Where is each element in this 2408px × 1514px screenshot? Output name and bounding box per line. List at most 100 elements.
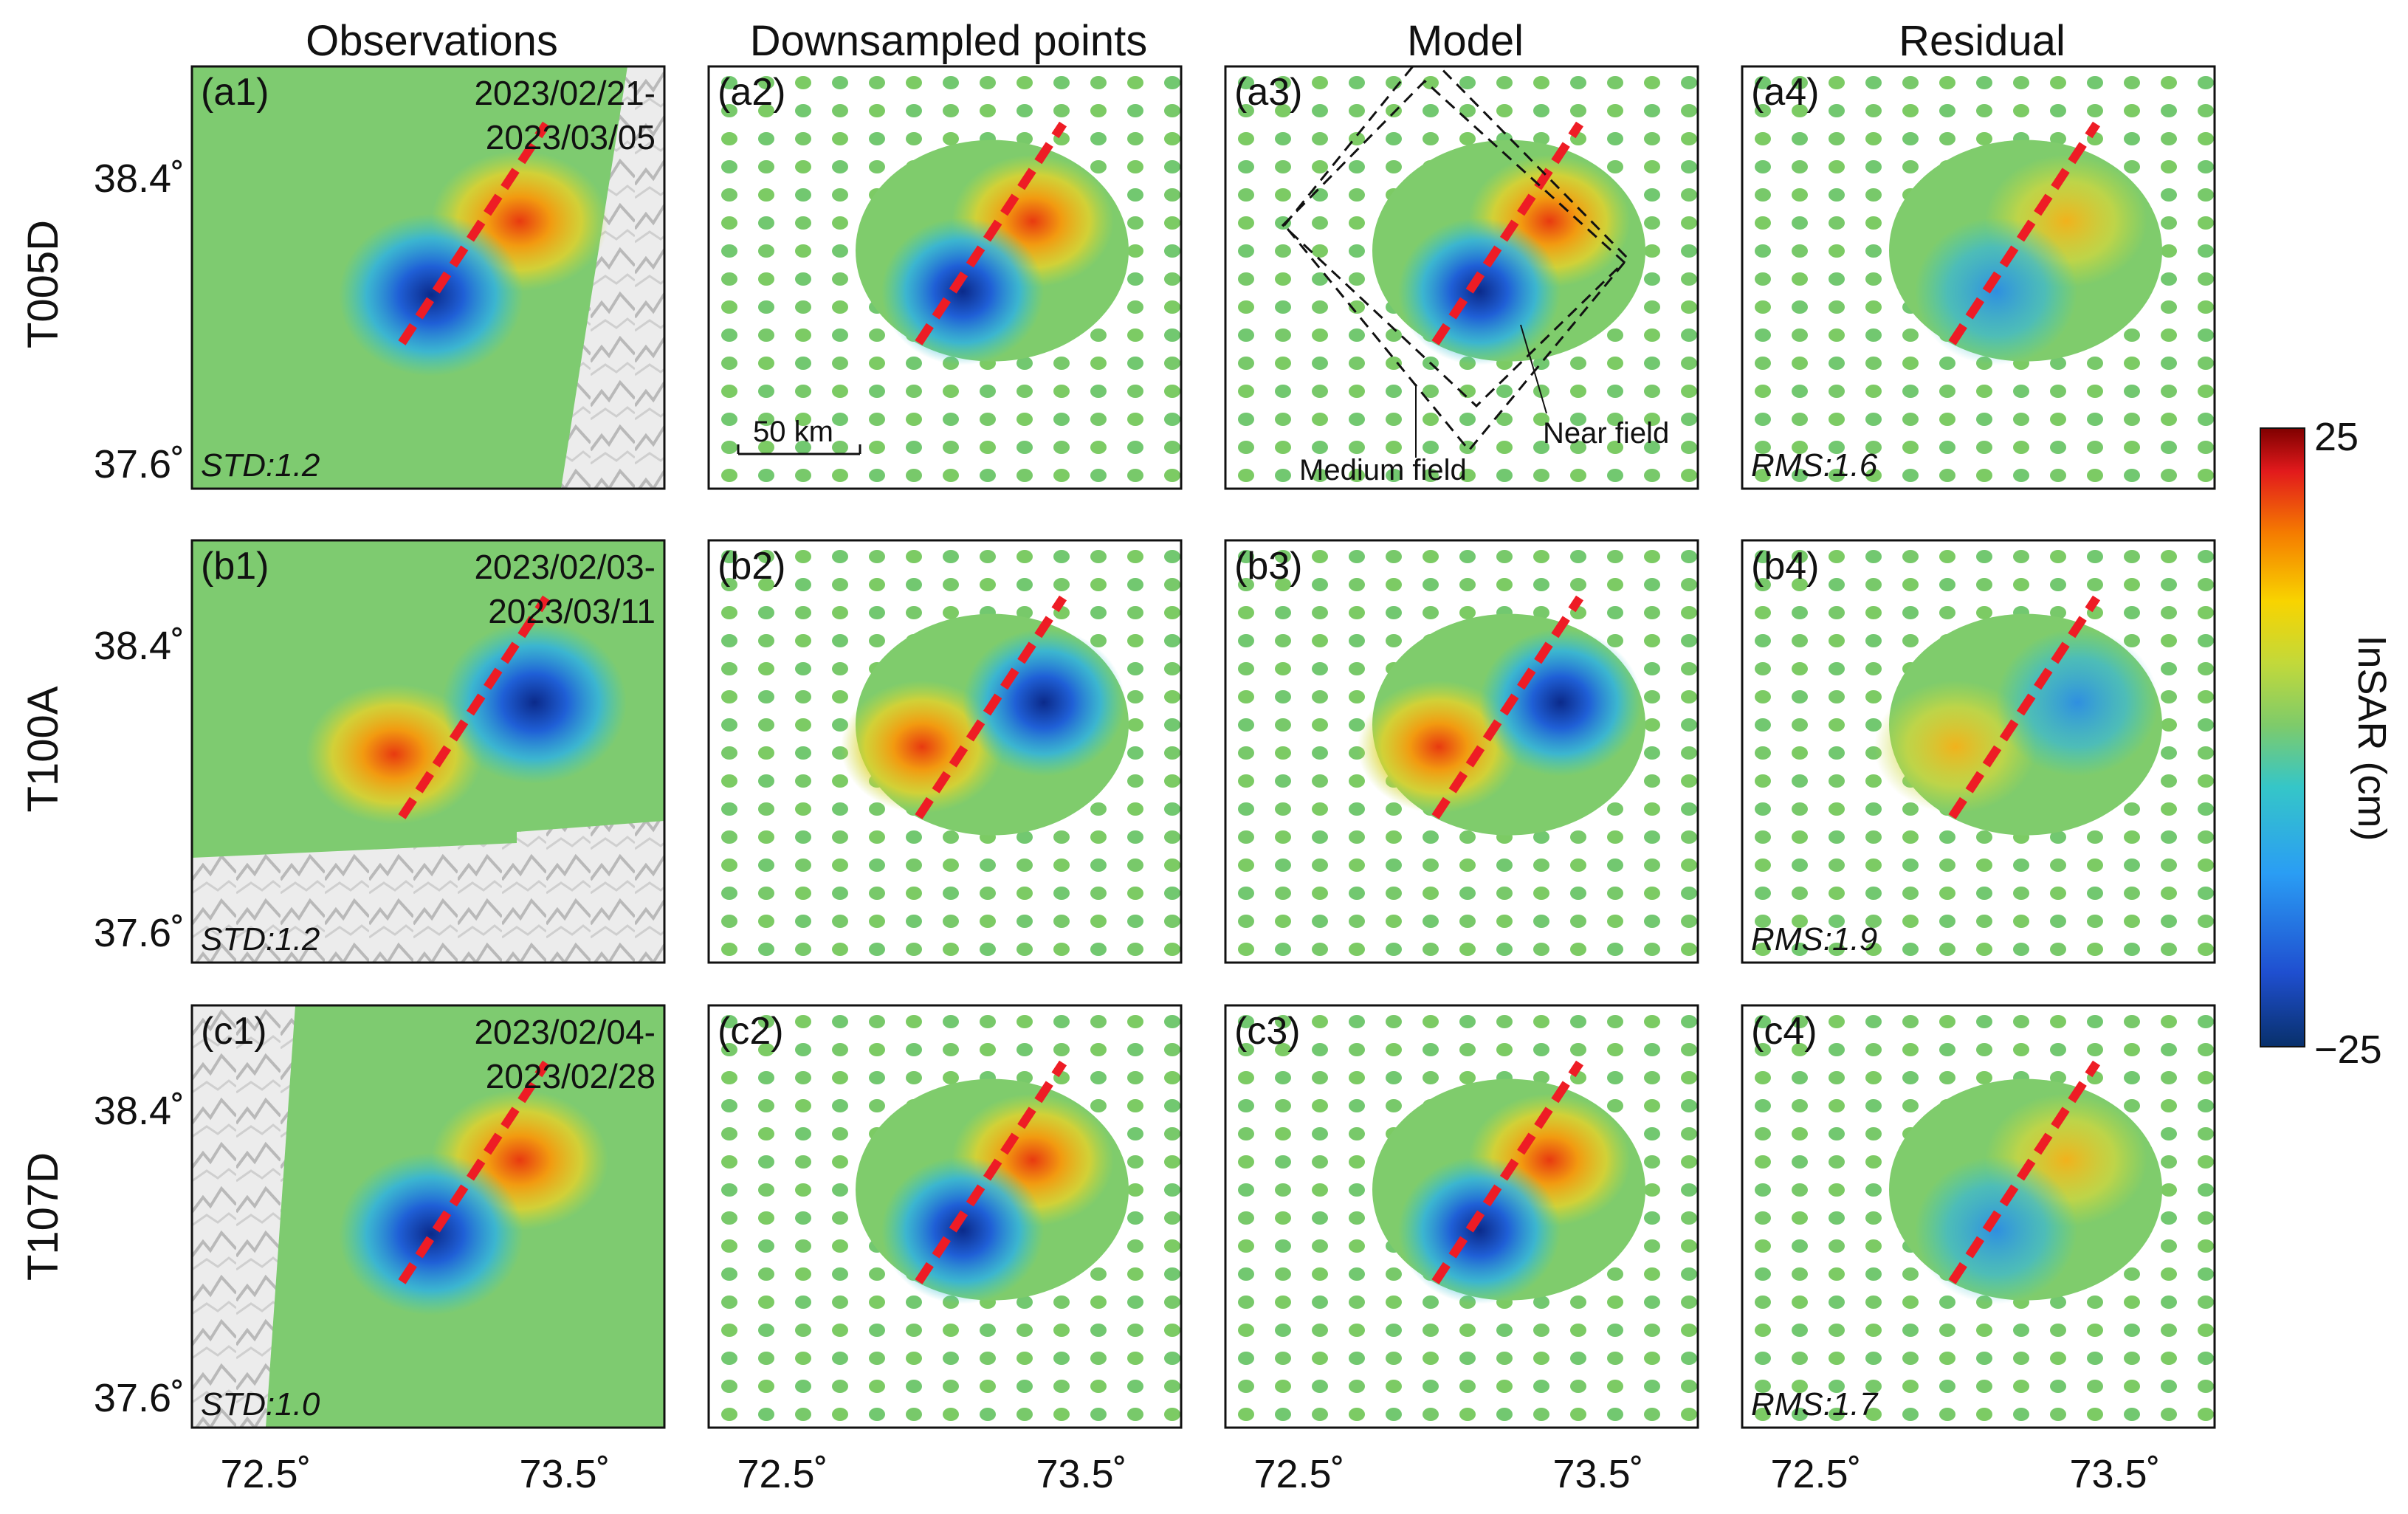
data-point xyxy=(1275,887,1291,900)
data-point xyxy=(1349,858,1365,872)
data-point xyxy=(758,244,774,258)
data-point xyxy=(1939,1071,1955,1084)
data-point xyxy=(1275,1211,1291,1225)
data-point xyxy=(1459,578,1476,591)
data-point xyxy=(1829,690,1845,703)
data-point xyxy=(1755,385,1771,398)
data-point xyxy=(1127,1155,1143,1169)
data-point xyxy=(1570,830,1586,844)
data-point xyxy=(906,104,922,117)
data-point xyxy=(1902,1267,1919,1281)
data-point xyxy=(1533,1408,1549,1421)
data-point xyxy=(1090,1408,1107,1421)
data-point xyxy=(2198,1127,2214,1140)
data-point xyxy=(795,578,811,591)
data-point xyxy=(2198,1211,2214,1225)
data-point xyxy=(1902,413,1919,426)
data-point xyxy=(1349,1183,1365,1197)
data-point xyxy=(1829,1352,1845,1365)
data-point xyxy=(943,1380,959,1393)
data-point xyxy=(1681,1071,1697,1084)
data-point xyxy=(1829,1324,1845,1337)
data-point xyxy=(1238,1239,1254,1253)
data-point xyxy=(1164,1295,1180,1309)
data-point xyxy=(1644,1380,1660,1393)
data-point xyxy=(1349,160,1365,173)
data-point xyxy=(2050,1043,2066,1056)
data-point xyxy=(1533,104,1549,117)
data-point xyxy=(1570,104,1586,117)
data-point xyxy=(795,1155,811,1169)
data-point xyxy=(1755,357,1771,370)
column-title-model: Model xyxy=(1407,17,1524,65)
data-point xyxy=(1459,1408,1476,1421)
data-point xyxy=(1349,1295,1365,1309)
data-point xyxy=(795,244,811,258)
data-point xyxy=(1829,550,1845,563)
x-tick-73-5-c3: 73.5˚ xyxy=(1552,1452,1643,1496)
data-point xyxy=(1755,662,1771,675)
data-point xyxy=(1459,830,1476,844)
data-point xyxy=(1164,357,1180,370)
data-point xyxy=(1865,1043,1882,1056)
data-point xyxy=(1829,634,1845,647)
data-point xyxy=(2198,690,2214,703)
data-point xyxy=(1459,132,1476,145)
data-point xyxy=(1829,606,1845,619)
data-point xyxy=(1902,1043,1919,1056)
data-point xyxy=(869,469,885,482)
data-point xyxy=(832,1155,848,1169)
data-point xyxy=(1459,76,1476,89)
data-point xyxy=(795,606,811,619)
data-point xyxy=(1275,272,1291,286)
data-point xyxy=(1349,357,1365,370)
data-point xyxy=(832,1127,848,1140)
data-point xyxy=(1755,578,1771,591)
data-point xyxy=(1570,943,1586,956)
data-point xyxy=(2087,887,2103,900)
data-point xyxy=(1312,216,1328,230)
data-point xyxy=(1386,634,1402,647)
data-point xyxy=(1644,469,1660,482)
data-point xyxy=(795,802,811,816)
data-point xyxy=(1423,1015,1439,1028)
data-point xyxy=(869,858,885,872)
data-point xyxy=(869,1099,885,1112)
data-point xyxy=(1792,1043,1808,1056)
data-point xyxy=(1312,1043,1328,1056)
data-point xyxy=(1865,550,1882,563)
data-point xyxy=(1423,578,1439,591)
data-point xyxy=(869,1295,885,1309)
data-point xyxy=(1902,802,1919,816)
data-point xyxy=(795,830,811,844)
data-point xyxy=(721,300,737,314)
data-point xyxy=(1607,550,1623,563)
data-point xyxy=(1164,1099,1180,1112)
panel-label: (b2) xyxy=(718,545,785,588)
data-point xyxy=(2198,76,2214,89)
data-point xyxy=(1349,634,1365,647)
data-point xyxy=(1865,1127,1882,1140)
data-point xyxy=(1386,104,1402,117)
data-point xyxy=(1127,216,1143,230)
data-point xyxy=(1459,104,1476,117)
data-point xyxy=(795,1127,811,1140)
data-point xyxy=(869,328,885,342)
data-point xyxy=(1349,216,1365,230)
data-point xyxy=(1792,943,1808,956)
data-point xyxy=(2124,1015,2140,1028)
data-point xyxy=(869,441,885,454)
rms-label: RMS:1.9 xyxy=(1751,921,1877,957)
data-point xyxy=(1681,104,1697,117)
fault-trace xyxy=(1948,1060,2101,1284)
data-point xyxy=(1644,774,1660,788)
data-point xyxy=(1644,1155,1660,1169)
data-point xyxy=(1939,104,1955,117)
data-point xyxy=(1496,385,1513,398)
data-point xyxy=(943,830,959,844)
data-point xyxy=(1312,718,1328,732)
data-point xyxy=(980,887,996,900)
data-point xyxy=(1238,272,1254,286)
data-point xyxy=(795,413,811,426)
data-point xyxy=(1349,1380,1365,1393)
